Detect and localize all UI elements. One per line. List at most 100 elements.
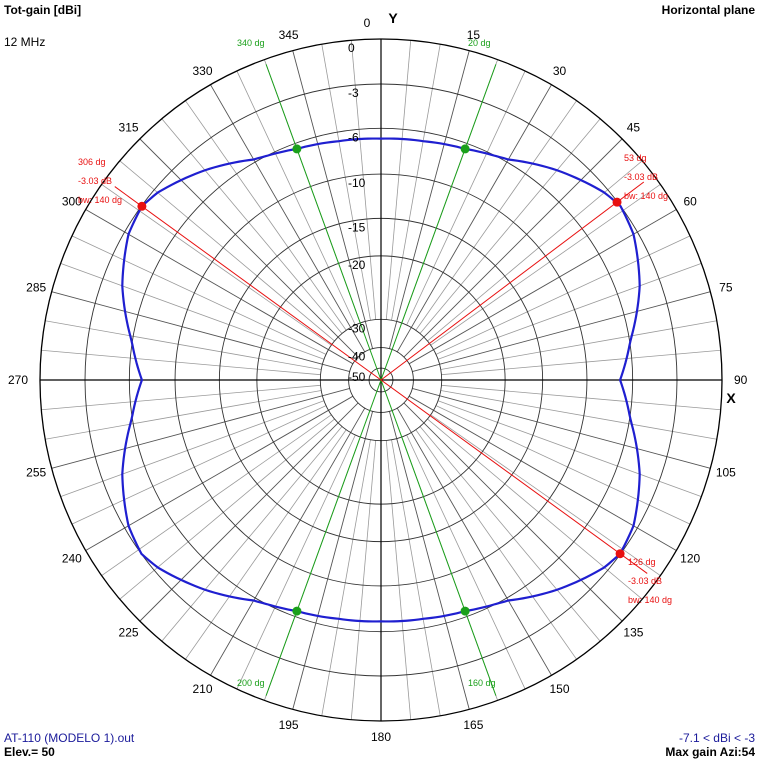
grid-spoke-minor: [119, 160, 335, 342]
grid-spoke-minor: [350, 440, 377, 720]
angle-tick-label: 255: [26, 465, 46, 479]
grid-spoke-minor: [185, 100, 347, 331]
angle-tick-label: 60: [683, 195, 697, 209]
grid-spoke-minor: [406, 70, 526, 326]
angle-tick-label: 240: [62, 552, 82, 566]
gain-range: -7.1 < dBi < -3: [678, 731, 755, 745]
radial-tick-label: -10: [348, 176, 366, 190]
green-direction-line: [380, 64, 497, 381]
gain-pattern-series: [121, 137, 641, 623]
grid-spoke-minor: [321, 439, 371, 716]
grid-spoke-minor: [440, 320, 717, 370]
red-marker-label: 53 dg: [624, 153, 647, 163]
green-marker-point: [292, 606, 302, 616]
red-marker-point: [615, 549, 625, 559]
angle-tick-label: 105: [716, 465, 736, 479]
frequency-label: 12 MHz: [4, 35, 46, 49]
red-marker-label: 126 dg: [628, 557, 656, 567]
radial-tick-label: -50: [348, 370, 366, 384]
grid-spoke-minor: [406, 434, 526, 690]
max-gain-label: Max gain Azi:54: [665, 745, 755, 759]
angle-tick-label: 90: [734, 373, 748, 387]
green-direction-line: [265, 379, 382, 696]
grid-spoke-minor: [419, 118, 601, 334]
markers: [137, 144, 625, 616]
grid-spoke-major: [51, 387, 350, 469]
green-direction-line: [380, 379, 497, 696]
grid-spoke-minor: [71, 235, 327, 355]
grid-spoke-minor: [385, 40, 412, 320]
red-marker-label: 306 dg: [78, 157, 106, 167]
grid-spoke-minor: [419, 426, 601, 642]
grid-spoke-minor: [71, 405, 327, 525]
green-direction-label: 160 dg: [468, 678, 496, 688]
grid-spoke-major: [210, 407, 366, 676]
red-marker-point: [137, 201, 147, 211]
green-direction-label: 200 dg: [237, 678, 265, 688]
grid-spoke-major: [403, 138, 623, 358]
angle-tick-label: 120: [680, 552, 700, 566]
grid-spoke-minor: [441, 349, 721, 376]
grid-spoke-major: [292, 50, 374, 349]
radial-tick-label: -15: [348, 220, 366, 234]
angle-tick-label: 150: [549, 682, 569, 696]
green-direction-label: 20 dg: [468, 38, 491, 48]
grid-spoke-minor: [435, 405, 691, 525]
grid-spoke-minor: [60, 400, 325, 498]
angle-tick-label: 315: [119, 121, 139, 135]
grid-spoke-minor: [45, 390, 322, 440]
grid-spoke-major: [388, 411, 470, 710]
radial-tick-label: -40: [348, 350, 366, 364]
angle-tick-label: 195: [279, 718, 299, 732]
pattern-curve: [121, 137, 641, 623]
angle-tick-label: 15: [467, 28, 481, 42]
red-marker-point: [612, 197, 622, 207]
grid-spoke-major: [408, 209, 677, 365]
grid-spoke-minor: [391, 439, 441, 716]
red-marker-label: -3.03 dB: [628, 576, 662, 586]
angle-tick-label: 225: [119, 625, 139, 639]
radial-tick-label: -3: [348, 86, 359, 100]
chart-title: Tot-gain [dBi]: [4, 3, 82, 17]
grid-spoke-major: [85, 395, 354, 551]
green-marker-point: [292, 144, 302, 154]
angle-tick-label: 135: [623, 625, 643, 639]
grid-spoke-minor: [185, 429, 347, 660]
grid-spoke-minor: [440, 390, 717, 440]
grid-spoke-minor: [427, 160, 643, 342]
grid-spoke-minor: [45, 320, 322, 370]
green-marker-point: [460, 144, 470, 154]
angle-tick-label: 180: [371, 730, 391, 744]
green-beam-lines: [265, 64, 497, 696]
red-beamwidth-lines: [114, 181, 648, 574]
radial-labels: 0 -3 -6 -10 -15 -20 -30 -40 -50: [348, 41, 366, 384]
grid-spoke-minor: [236, 434, 356, 690]
grid-spoke-major: [412, 291, 711, 373]
grid-spoke-major: [292, 411, 374, 710]
grid-spoke-major: [408, 395, 677, 551]
grid-spoke-minor: [437, 262, 702, 360]
grid-spoke-minor: [391, 44, 441, 321]
grid-spoke-major: [139, 402, 359, 622]
grid-spoke-minor: [41, 349, 321, 376]
grid-spoke-minor: [161, 426, 343, 642]
file-name: AT-110 (MODELO 1).out: [4, 731, 135, 745]
angle-tick-label: 0: [364, 16, 371, 30]
green-marker-point: [460, 606, 470, 616]
grid-spoke-minor: [441, 384, 721, 411]
red-marker-label: bw: 140 dg: [624, 191, 668, 201]
grid-spoke-minor: [350, 40, 377, 320]
grid-spoke-minor: [60, 262, 325, 360]
red-beamwidth-line: [380, 379, 648, 574]
grid-spoke-minor: [119, 418, 335, 600]
grid-spoke-major: [210, 84, 366, 353]
plane-label: Horizontal plane: [661, 3, 755, 17]
grid-spoke-minor: [321, 44, 371, 321]
elevation-label: Elev.= 50: [4, 745, 55, 759]
angle-tick-label: 270: [8, 373, 28, 387]
grid-spoke-major: [412, 387, 711, 469]
red-beamwidth-line: [114, 186, 382, 381]
annotations: 340 dg 20 dg 200 dg 160 dg 306 dg -3.03 dB bw:…: [78, 38, 672, 688]
angle-tick-label: 345: [279, 28, 299, 42]
